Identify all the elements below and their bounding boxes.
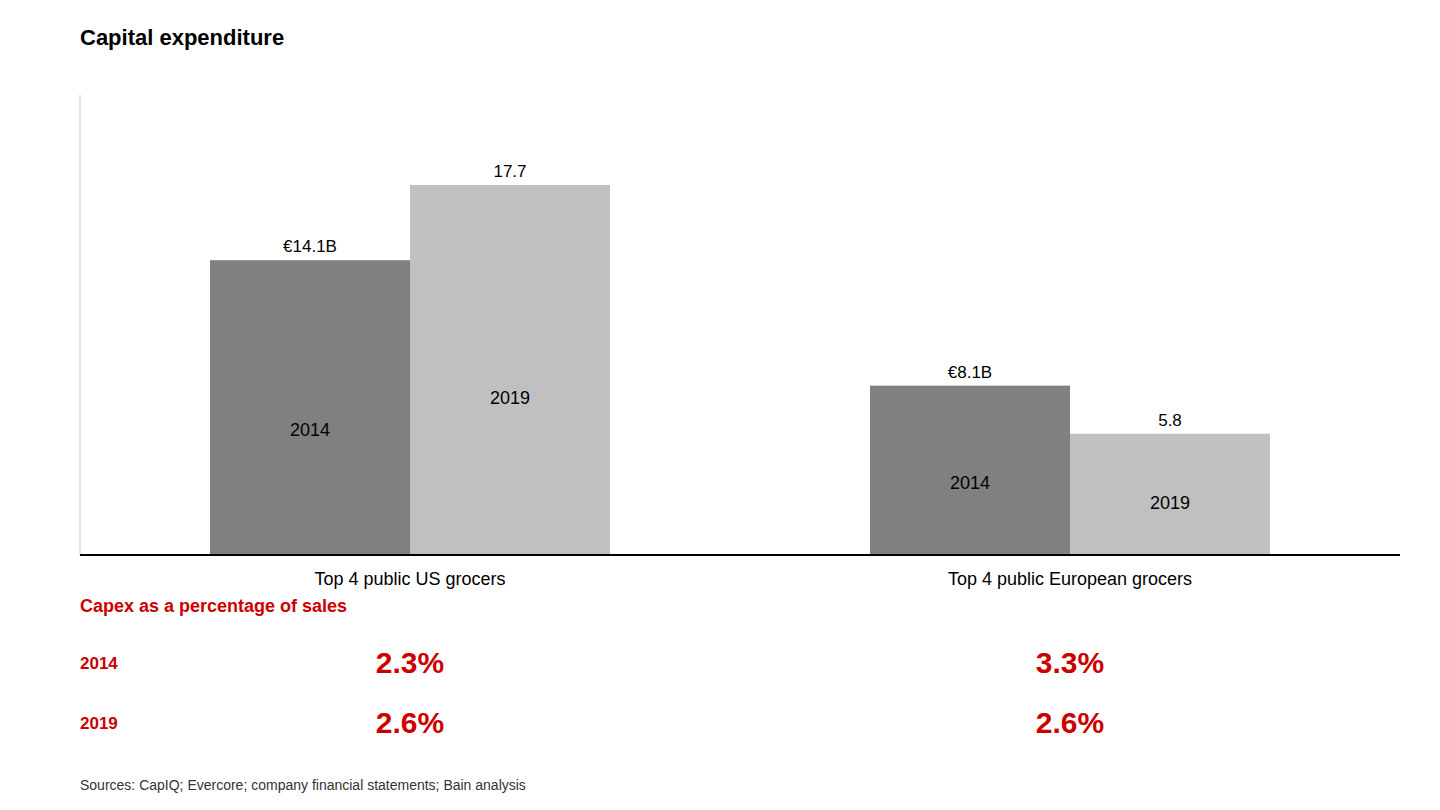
series-inner-label: 2014 [950,473,990,493]
table-row-label: 2014 [80,654,118,673]
series-inner-label: 2014 [290,420,330,440]
table-value: 2.6% [376,706,444,739]
bar [870,386,1070,555]
data-label: €14.1B [283,237,337,256]
bar [210,260,410,555]
chart-svg: Capital expenditure €14.1B 2014 €8.1B 2014 17… [0,0,1440,810]
series-inner-label: 2019 [1150,493,1190,513]
bar [410,185,610,555]
series-inner-label: 2019 [490,388,530,408]
data-label: 5.8 [1158,411,1182,430]
chart-container: Capital expenditure €14.1B 2014 €8.1B 2014 17… [0,0,1440,810]
bars [210,185,1270,555]
table-row-label: 2019 [80,714,118,733]
x-tick-label: Top 4 public European grocers [948,569,1192,589]
bar-labels: €14.1B 2014 €8.1B 2014 17.7 2019 5.8 2019 [283,162,1190,513]
data-label: 17.7 [493,162,526,181]
y-axis-line [80,95,81,555]
table-value: 3.3% [1036,646,1104,679]
bar [1070,434,1270,555]
table-header: Capex as a percentage of sales [80,596,347,616]
table-value: 2.3% [376,646,444,679]
x-tick-label: Top 4 public US grocers [314,569,505,589]
x-axis-line [80,554,1400,556]
table-value: 2.6% [1036,706,1104,739]
data-label: €8.1B [948,363,992,382]
chart-title: Capital expenditure [80,25,284,50]
source-note: Sources: CapIQ; Evercore; company financ… [80,777,526,793]
